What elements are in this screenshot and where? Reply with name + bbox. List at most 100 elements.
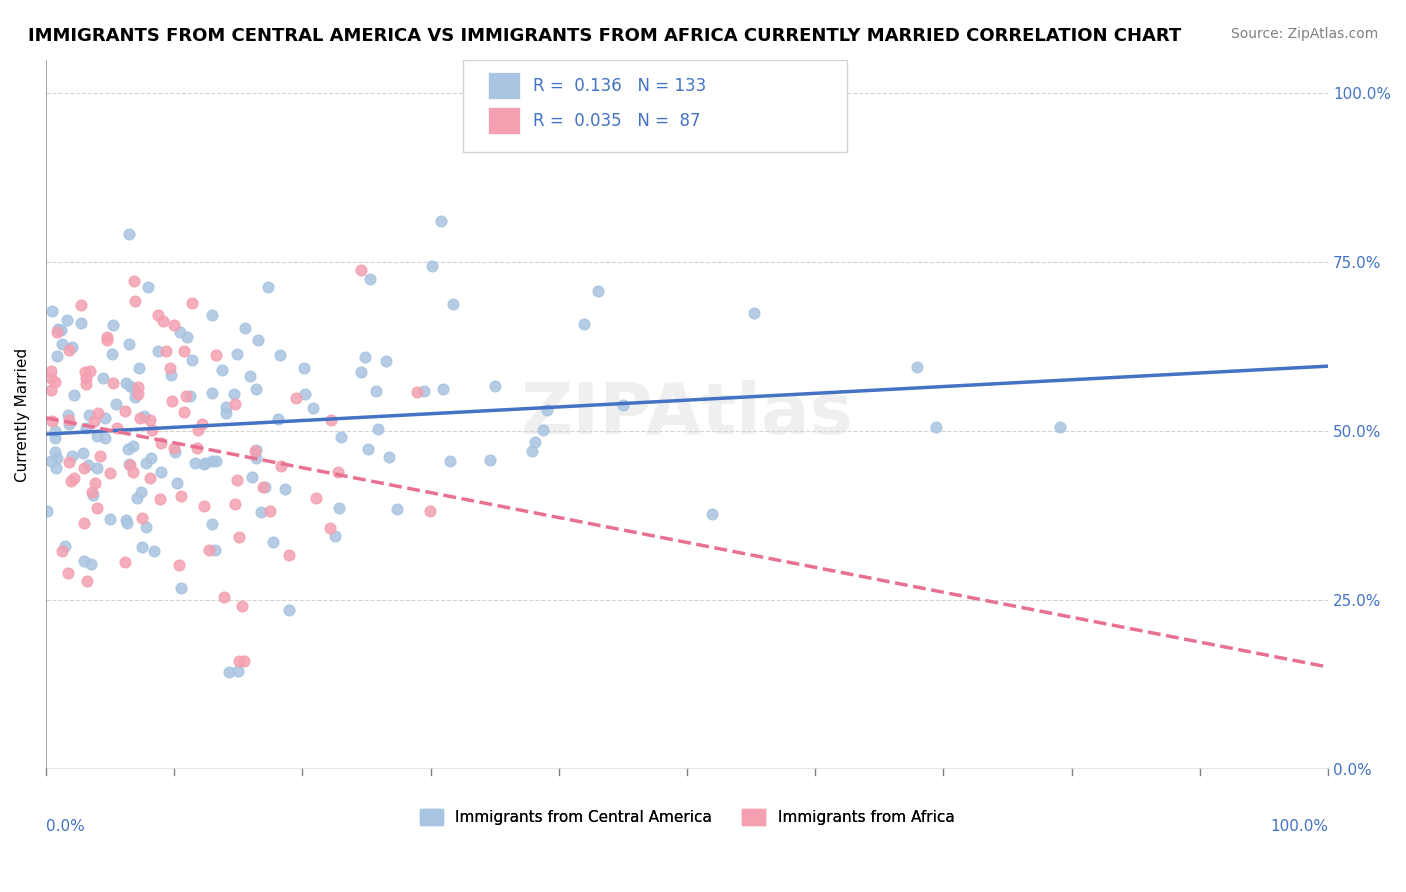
Point (531, 423, 554, 437)
Point (127, 387, 149, 401)
Point (70, 316, 93, 330)
Point (163, 441, 186, 455)
Point (41, 414, 63, 428)
Point (174, 389, 197, 403)
Point (484, 379, 506, 393)
Point (51, 544, 73, 558)
Point (46, 349, 69, 363)
Point (122, 439, 145, 453)
Point (588, 284, 610, 298)
Point (359, 272, 381, 286)
Point (124, 382, 146, 396)
Point (136, 280, 159, 294)
Point (101, 347, 124, 361)
Y-axis label: Currently Married: Currently Married (15, 347, 30, 482)
Point (245, 382, 267, 396)
Point (215, 400, 238, 414)
Text: Source: ZipAtlas.com: Source: ZipAtlas.com (1230, 27, 1378, 41)
Point (201, 453, 224, 467)
Point (139, 451, 162, 466)
Point (124, 294, 146, 309)
Point (367, 422, 389, 436)
Point (245, 442, 267, 457)
Text: R =  0.035   N =  87: R = 0.035 N = 87 (533, 112, 700, 129)
Point (180, 296, 202, 310)
Point (58, 417, 80, 432)
Point (128, 410, 150, 425)
Point (186, 442, 208, 456)
Point (152, 314, 174, 328)
Point (114, 403, 136, 417)
Point (44, 375, 66, 389)
Point (127, 380, 149, 394)
Point (60, 449, 83, 463)
Point (150, 465, 173, 479)
Point (125, 491, 148, 505)
Point (1049, 420, 1071, 434)
Point (41, 304, 63, 318)
Point (120, 379, 142, 393)
Point (93, 431, 115, 445)
Point (165, 444, 187, 458)
Point (193, 500, 215, 514)
Point (58, 343, 80, 357)
Point (259, 503, 281, 517)
Point (262, 535, 284, 549)
Point (141, 423, 163, 437)
Point (173, 344, 195, 359)
Point (201, 309, 224, 323)
Point (218, 665, 240, 680)
Point (100, 466, 122, 480)
Point (89, 449, 111, 463)
Point (75, 365, 97, 379)
Point (124, 274, 146, 288)
Point (215, 406, 238, 420)
Point (124, 390, 146, 404)
Point (387, 502, 409, 516)
Point (114, 555, 136, 569)
Point (120, 458, 142, 472)
Point (330, 430, 353, 444)
Point (187, 424, 209, 438)
Point (305, 491, 328, 505)
Point (422, 259, 444, 273)
Point (350, 366, 373, 380)
Point (115, 516, 138, 530)
Point (267, 411, 290, 425)
Point (247, 333, 270, 347)
Point (169, 326, 191, 340)
Point (163, 318, 186, 332)
Point (75, 371, 97, 385)
Point (205, 454, 228, 468)
Point (159, 368, 181, 383)
Point (233, 321, 256, 335)
Point (86, 429, 108, 443)
Point (612, 398, 634, 412)
Point (211, 363, 233, 377)
Point (201, 516, 224, 531)
Point (319, 413, 342, 427)
Point (72, 446, 94, 460)
Point (84, 475, 107, 490)
Point (44, 432, 66, 446)
Point (91, 370, 114, 384)
Point (76, 574, 98, 588)
Point (53, 539, 76, 553)
Point (924, 420, 946, 434)
Point (520, 444, 543, 458)
Point (224, 397, 246, 411)
Point (243, 444, 266, 458)
Point (184, 456, 207, 470)
Point (278, 548, 301, 562)
Point (364, 384, 387, 399)
Point (129, 485, 152, 500)
Point (179, 389, 201, 403)
Point (46, 326, 69, 340)
Point (155, 343, 177, 358)
Point (253, 479, 276, 493)
Point (439, 454, 461, 468)
Point (328, 465, 350, 479)
Point (105, 397, 128, 411)
Point (80, 557, 103, 571)
Point (478, 453, 501, 467)
